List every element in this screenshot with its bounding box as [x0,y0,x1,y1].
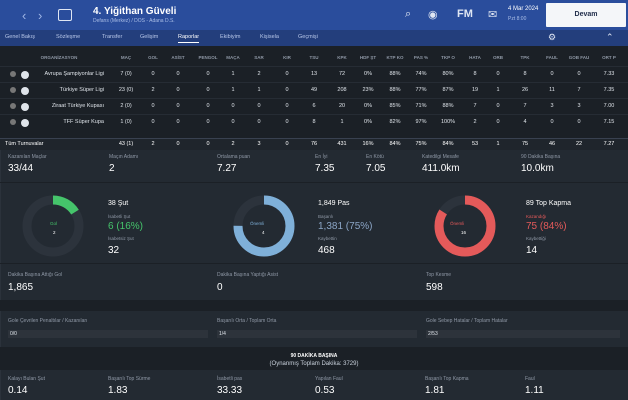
back-icon[interactable]: ‹ [22,8,27,23]
ratio-bar [426,330,620,338]
date: 4 Mar 2024 [508,6,539,12]
crest-icon [58,9,72,21]
mail-icon[interactable]: ✉ [488,9,498,21]
donut-panel [0,183,628,263]
tab-reports[interactable]: Raporlar [178,34,200,43]
tackles-donut [434,195,496,257]
table-total-row: Tüm Turnuvalar 43 (1) 2 0 0 2 3 0 76 431… [0,138,628,150]
per90-subtitle: (Oynanmış Toplam Dakika: 3729) [269,361,359,367]
forward-icon[interactable]: › [38,8,43,23]
competition-logo-icon [21,119,29,127]
secondary-panel [0,264,628,300]
table-row[interactable]: TFF Süper Kupa 1 (0) 0 0 0 0 0 0 8 1 0% … [0,114,628,129]
tab-personal[interactable]: Kişisela [260,34,279,40]
tab-squad[interactable]: Ekibiyim [220,34,241,40]
table-row[interactable]: Ziraat Türkiye Kupası 2 (0) 0 0 0 0 0 0 … [0,98,628,113]
player-name: 4. Yiğithan Güveli [93,6,177,17]
table-row[interactable]: Türkiye Süper Ligi 23 (0) 2 0 0 1 1 0 49… [0,82,628,97]
settings-icon[interactable]: ⚙ [548,32,557,42]
time: Pzt 8:00 [508,16,527,22]
per90-panel [0,370,628,400]
status-dot-icon [10,119,16,125]
table-row[interactable]: Avrupa Şampiyonlar Ligi 7 (0) 0 0 0 1 2 … [0,66,628,81]
tab-transfer[interactable]: Transfer [102,34,123,40]
competition-logo-icon [21,87,29,95]
tab-bar: Genel Bakış Sözleşme Transfer Gelişim Ra… [0,30,628,46]
fm-icon[interactable]: FM [457,8,473,20]
status-dot-icon [10,103,16,109]
globe-icon[interactable]: ◉ [428,9,438,21]
status-dot-icon [10,71,16,77]
continue-button[interactable]: Devam [546,3,626,27]
per90-title: 90 DAKİKA BAŞINA [290,353,338,359]
competition-logo-icon [21,103,29,111]
chevron-up-icon[interactable]: ⌃ [606,32,614,42]
summary-panel [0,150,628,182]
search-icon[interactable]: ⌕ [405,8,412,20]
ratio-bar [217,330,417,338]
tab-contract[interactable]: Sözleşme [56,34,81,40]
tab-overview[interactable]: Genel Bakış [5,34,35,40]
ratio-bar [8,330,208,338]
tab-history[interactable]: Geçmişi [298,34,318,40]
status-dot-icon [10,87,16,93]
ratio-panel [0,311,628,347]
tab-development[interactable]: Gelişim [140,34,159,40]
competition-logo-icon [21,71,29,79]
passes-donut [233,195,295,257]
top-bar: ‹ › 4. Yiğithan Güveli Defans (Merkez) /… [0,0,628,30]
player-sub: Defans (Merkez) / DOS - Adana D.S. [93,18,175,24]
table-header: ORGANİZASYON MAÇ GOL ASİST PENGOL MAÇA S… [40,55,616,60]
shots-donut [22,195,84,257]
